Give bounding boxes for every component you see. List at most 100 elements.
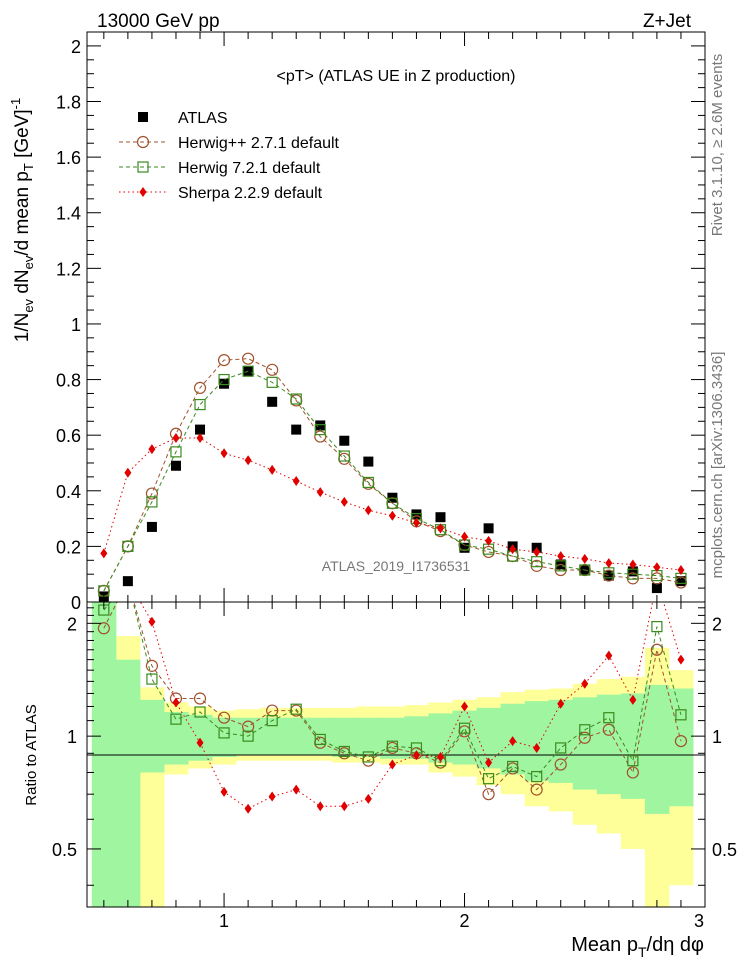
ratio-ytick-label-right: 2 bbox=[712, 614, 722, 634]
series-1-point bbox=[193, 381, 207, 395]
series-3-point bbox=[148, 444, 156, 455]
main-ytick-label: 2 bbox=[71, 37, 81, 57]
series-0-point bbox=[146, 521, 157, 532]
ratio-series-0-point bbox=[554, 758, 567, 771]
ratio-series-1-point bbox=[338, 745, 350, 758]
series-1-point bbox=[266, 363, 279, 376]
ratio-series-2-point bbox=[509, 736, 517, 747]
ratio-series-1-point bbox=[675, 709, 687, 721]
ratio-series-1-point bbox=[458, 722, 471, 734]
band-inner-bin bbox=[308, 717, 333, 756]
legend-marker bbox=[137, 161, 149, 173]
ratio-ylabel: Ratio to ATLAS bbox=[23, 704, 40, 805]
main-ytick-label: 0.2 bbox=[56, 537, 81, 557]
band-inner-bin bbox=[115, 659, 141, 907]
series-0-point bbox=[603, 570, 614, 581]
series-2-point bbox=[146, 496, 158, 508]
ratio-series-1-line bbox=[103, 602, 682, 780]
series-3-point bbox=[629, 559, 637, 570]
main-ytick-label: 1.6 bbox=[56, 148, 81, 168]
ratio-xtick-label: 1 bbox=[219, 911, 229, 931]
ratio-series-0-point bbox=[217, 711, 231, 724]
ratio-series-0-line bbox=[103, 602, 682, 796]
ratio-series-2-point bbox=[412, 750, 420, 761]
legend-label: Herwig 7.2.1 default bbox=[178, 160, 321, 177]
series-0-point bbox=[195, 424, 206, 435]
main-ytick-label: 0.8 bbox=[56, 371, 81, 391]
main-ytick-label: 0.6 bbox=[56, 426, 81, 446]
band-inner-bin bbox=[139, 699, 165, 773]
series-3-point bbox=[172, 432, 180, 443]
ratio-series-0-point bbox=[242, 720, 255, 733]
legend-marker bbox=[136, 135, 150, 149]
ratio-series-1-point bbox=[651, 621, 663, 633]
series-3-point bbox=[412, 517, 420, 528]
ratio-series-1-point bbox=[603, 712, 615, 724]
main-panel: 0 0.2 0.4 0.6 0.8 1 1.2 1.4 1.6 1.8 2 <pT> (ATLAS … bbox=[8, 31, 706, 613]
band-inner-bin bbox=[452, 710, 478, 765]
ratio-uncertainty-bands bbox=[91, 602, 694, 907]
ratio-series-1-point bbox=[555, 742, 567, 754]
series-3-line bbox=[103, 437, 682, 571]
series-3-point bbox=[461, 531, 469, 542]
series-0-point bbox=[435, 512, 446, 523]
ratio-series-1-point bbox=[531, 770, 543, 783]
ratio-series-0-point bbox=[482, 788, 495, 801]
series-2-line bbox=[103, 370, 682, 592]
ratio-ytick-label: 0.5 bbox=[52, 840, 77, 860]
main-title: <pT> (ATLAS UE in Z production) bbox=[277, 68, 516, 85]
ratio-series-2-point bbox=[148, 616, 156, 627]
series-2-point bbox=[338, 450, 350, 462]
ratio-series-2-point bbox=[436, 751, 444, 762]
ratio-series-2-point bbox=[268, 791, 276, 802]
series-2-point bbox=[266, 376, 278, 388]
ratio-xtick-label: 3 bbox=[694, 911, 704, 931]
series-2-point bbox=[290, 393, 302, 405]
main-ytick-label: 0 bbox=[71, 593, 81, 613]
x-axis-label: Mean pT/dη dφ bbox=[571, 934, 704, 960]
ratio-panel: 0.5 0.5 1 1 2 2 1 2 3 Ratio to ATLAS Mean pT/dη … bbox=[23, 601, 737, 960]
series-0-point bbox=[627, 566, 638, 577]
ratio-series-1-point bbox=[170, 713, 182, 725]
ratio-plot-content bbox=[97, 602, 688, 814]
band-inner-bin bbox=[668, 688, 694, 807]
ratio-series-0-point bbox=[530, 783, 543, 796]
band-inner-bin bbox=[644, 684, 670, 814]
band-inner-bin bbox=[332, 717, 357, 757]
legend: ATLAS Herwig++ 2.7.1 default Herwig 7.2.1 … bbox=[119, 110, 340, 202]
band-inner-bin bbox=[260, 717, 285, 756]
header-right: Z+Jet bbox=[643, 11, 692, 32]
watermark: ATLAS_2019_I1736531 bbox=[322, 558, 471, 574]
ratio-series-1-point bbox=[290, 703, 302, 715]
series-1-point bbox=[482, 545, 495, 559]
series-3-point bbox=[485, 535, 493, 546]
series-0-point bbox=[315, 420, 326, 431]
ratio-ytick-label: 2 bbox=[67, 614, 77, 634]
ratio-series-0-point bbox=[674, 734, 688, 748]
ratio-ytick-label: 1 bbox=[67, 727, 77, 747]
band-inner-bin bbox=[356, 717, 381, 757]
series-0-point bbox=[339, 435, 350, 446]
ratio-series-2-point bbox=[316, 801, 324, 812]
series-3-point bbox=[436, 523, 444, 534]
series-2-point bbox=[122, 540, 134, 552]
ratio-series-2-point bbox=[677, 654, 685, 665]
series-0-point bbox=[267, 396, 278, 407]
ratio-series-2-point bbox=[629, 694, 637, 705]
series-3-point bbox=[316, 487, 324, 498]
series-0-point bbox=[675, 576, 686, 587]
ratio-xtick-label: 2 bbox=[460, 911, 470, 931]
main-ytick-label: 1.4 bbox=[56, 204, 81, 224]
ratio-series-1-point bbox=[242, 730, 254, 742]
ratio-series-1-point bbox=[266, 715, 278, 727]
ratio-series-0-point bbox=[602, 723, 615, 736]
series-2-point bbox=[314, 424, 326, 436]
series-2-point bbox=[579, 564, 591, 576]
series-3-point bbox=[557, 551, 565, 562]
side-label-mcplots: mcplots.cern.ch [arXiv:1306.3436] bbox=[709, 352, 726, 579]
series-1-point bbox=[242, 352, 255, 365]
series-0-point bbox=[363, 456, 374, 467]
series-3-point bbox=[340, 496, 348, 507]
ratio-series-2-point bbox=[605, 650, 613, 661]
ratio-ytick-label-right: 1 bbox=[712, 727, 722, 747]
